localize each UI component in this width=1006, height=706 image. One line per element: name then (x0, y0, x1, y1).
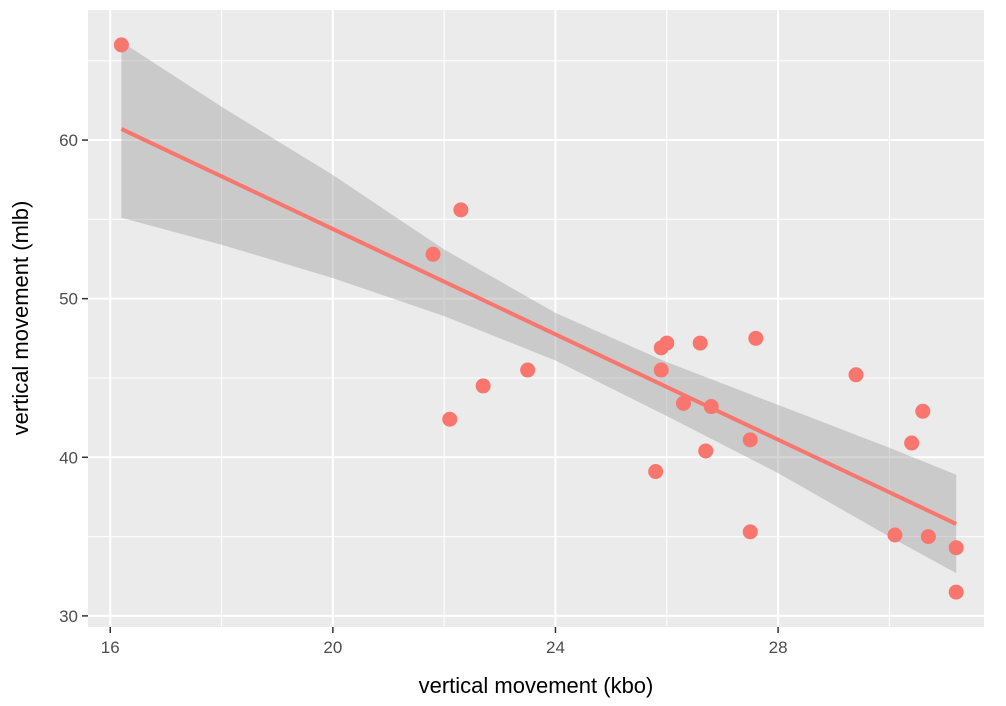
minor-gridlines (88, 10, 984, 627)
data-points (113, 37, 964, 600)
data-point (848, 367, 864, 383)
x-tick-label: 16 (101, 638, 120, 657)
data-point (453, 202, 469, 218)
x-tick-label: 20 (323, 638, 342, 657)
data-point (648, 464, 664, 480)
y-tick-label: 30 (59, 607, 78, 626)
data-point (887, 527, 903, 543)
data-point (425, 246, 441, 262)
data-point (920, 529, 936, 545)
data-point (698, 443, 714, 459)
data-point (742, 432, 758, 448)
data-point (748, 330, 764, 346)
data-point (442, 411, 458, 427)
data-point (915, 403, 931, 419)
x-axis-title: vertical movement (kbo) (419, 673, 654, 698)
y-axis: 30 40 50 60 (59, 131, 88, 626)
x-axis: 16 20 24 28 (101, 627, 788, 657)
y-axis-title: vertical movement (mlb) (8, 201, 33, 436)
data-point (692, 335, 708, 351)
data-point (742, 524, 758, 540)
data-point (113, 37, 129, 53)
y-tick-label: 50 (59, 290, 78, 309)
x-tick-label: 24 (546, 638, 565, 657)
data-point (653, 362, 669, 378)
y-tick-label: 60 (59, 131, 78, 150)
data-point (948, 540, 964, 556)
y-tick-label: 40 (59, 448, 78, 467)
regression-line (120, 127, 958, 526)
data-point (948, 584, 964, 600)
x-tick-label: 28 (769, 638, 788, 657)
plot-panel (88, 10, 984, 627)
data-point (675, 395, 691, 411)
data-point (659, 335, 675, 351)
data-point (520, 362, 536, 378)
major-gridlines (88, 10, 984, 627)
data-point (475, 378, 491, 394)
data-point (904, 435, 920, 451)
data-point (703, 399, 719, 415)
